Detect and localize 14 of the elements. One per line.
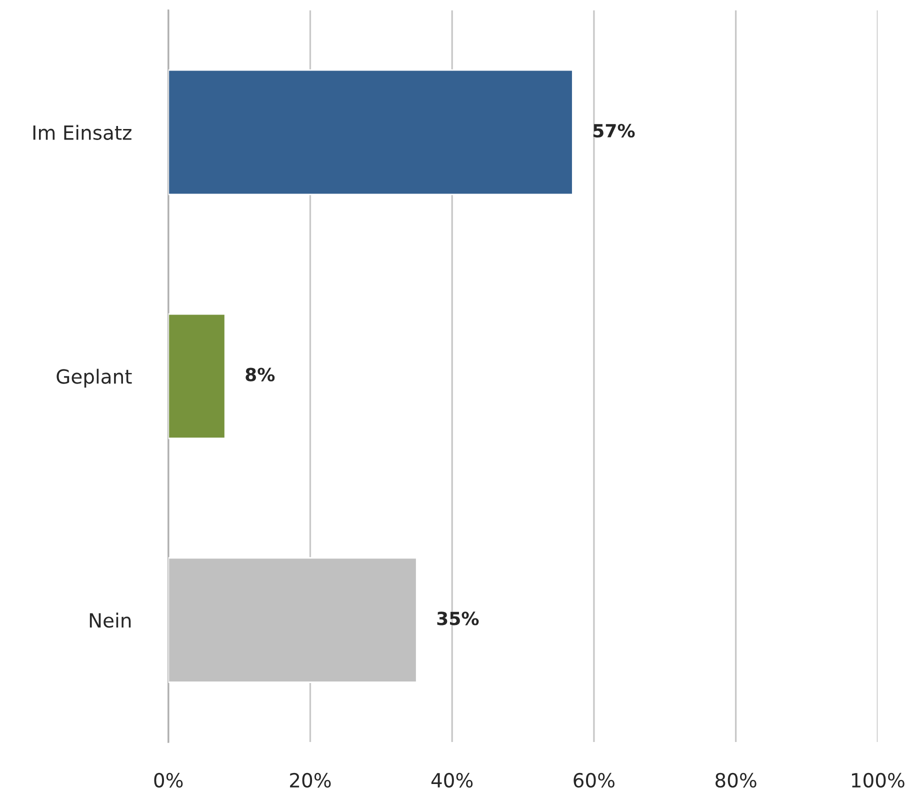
y-tick-label: Geplant bbox=[56, 368, 132, 388]
y-tick-label: Nein bbox=[90, 612, 131, 628]
bar bbox=[168, 69, 574, 196]
x-tick-label: 40% bbox=[431, 772, 473, 788]
data-label: 8% bbox=[246, 368, 275, 382]
x-tick-label: 0% bbox=[154, 772, 183, 788]
x-tick-label: 20% bbox=[290, 772, 331, 788]
y-tick-label: Im Einsatz bbox=[33, 124, 132, 140]
x-tick-label: 100% bbox=[852, 772, 904, 788]
x-tick-label: 80% bbox=[716, 772, 756, 788]
bar bbox=[168, 313, 226, 440]
data-label: 35% bbox=[437, 612, 479, 626]
x-tick-label: 60% bbox=[574, 772, 614, 788]
data-label: 57% bbox=[594, 124, 635, 138]
